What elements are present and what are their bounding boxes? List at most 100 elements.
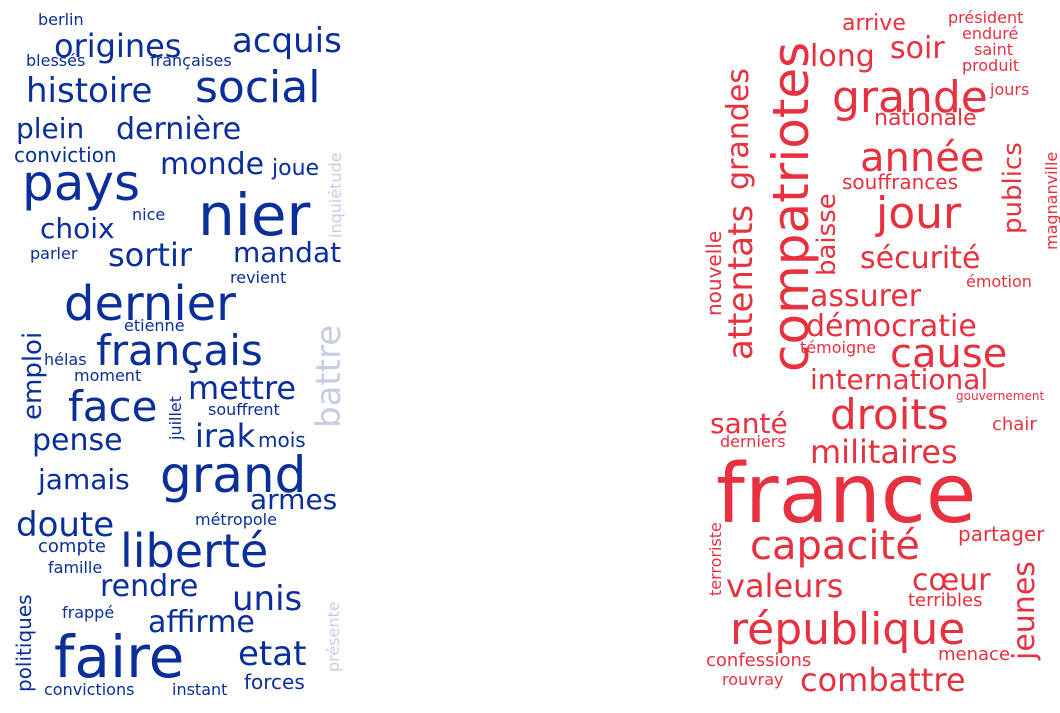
word-saint: saint <box>974 40 1013 59</box>
word-blesses: blessés <box>26 51 86 70</box>
word-social: social <box>195 62 321 113</box>
word-magnanville: magnanville <box>1042 151 1060 250</box>
word-grandes: grandes <box>721 68 756 190</box>
word-endure: enduré <box>962 24 1019 43</box>
word-parler: parler <box>30 244 78 263</box>
word-metropole: métropole <box>195 510 277 529</box>
word-francaises: françaises <box>150 51 232 70</box>
word-droits: droits <box>830 390 949 439</box>
word-rouvray: rouvray <box>722 670 784 689</box>
word-publics: publics <box>998 142 1028 234</box>
word-democratie: démocratie <box>806 309 977 344</box>
word-partager: partager <box>958 522 1045 546</box>
word-coeur: cœur <box>912 563 991 598</box>
word-derniers: derniers <box>720 432 786 451</box>
word-rendre: rendre <box>100 569 199 604</box>
word-helas: hélas <box>44 350 87 369</box>
word-jour: jour <box>876 188 962 239</box>
word-liberte: liberté <box>120 524 269 578</box>
word-attentats: attentats <box>721 204 761 360</box>
word-long: long <box>810 39 875 74</box>
word-temoigne: témoigne <box>800 338 877 357</box>
word-grande: grande <box>832 72 988 123</box>
word-affirme: affirme <box>148 605 255 640</box>
word-terroriste: terroriste <box>706 522 725 596</box>
word-choix: choix <box>40 212 115 245</box>
word-origines: origines <box>54 27 182 65</box>
word-soir: soir <box>890 31 945 66</box>
left-word-cloud: berlin origines acquis blessés française… <box>12 10 349 699</box>
word-irak: irak <box>195 417 256 455</box>
word-armes: armes <box>250 483 338 516</box>
word-moment: moment <box>74 366 142 385</box>
word-confessions: confessions <box>706 650 812 671</box>
word-politiques: politiques <box>12 594 36 692</box>
word-conviction: conviction <box>14 143 117 167</box>
word-doute: doute <box>16 505 115 545</box>
word-gouvernement: gouvernement <box>956 389 1045 403</box>
word-mois: mois <box>258 428 306 452</box>
word-souffrent: souffrent <box>208 400 280 419</box>
word-arrive: arrive <box>842 11 906 36</box>
word-nice: nice <box>132 205 166 224</box>
word-menace: menace <box>938 644 1011 665</box>
word-compte: compte <box>38 536 107 557</box>
word-faire: faire <box>54 623 185 691</box>
word-jours: jours <box>990 80 1030 99</box>
word-combattre: combattre <box>800 661 966 699</box>
word-acquis: acquis <box>232 21 342 61</box>
word-pense: pense <box>32 423 123 458</box>
word-plein: plein <box>16 112 85 145</box>
word-face: face <box>68 382 158 431</box>
word-nier: nier <box>198 181 311 249</box>
word-baisse: baisse <box>812 193 842 276</box>
word-sante: santé <box>710 407 788 440</box>
word-souffrances: souffrances <box>842 170 958 194</box>
word-jamais: jamais <box>38 463 130 496</box>
word-francais: français <box>96 326 263 375</box>
word-battre: battre <box>309 324 349 428</box>
word-produit: produit <box>962 56 1020 75</box>
word-emploi: emploi <box>18 331 48 420</box>
word-cause: cause <box>890 331 1008 377</box>
word-inquietude: inquiétude <box>326 152 345 238</box>
word-etat: etat <box>238 634 307 674</box>
word-france: france <box>716 447 977 542</box>
word-instant: instant <box>172 680 228 699</box>
word-valeurs: valeurs <box>726 567 844 605</box>
word-histoire: histoire <box>26 71 153 111</box>
word-presente: présente <box>324 601 343 672</box>
word-etienne: etienne <box>124 316 185 335</box>
word-pays: pays <box>22 154 141 212</box>
word-emotion: émotion <box>966 272 1032 291</box>
word-president: président <box>948 8 1024 27</box>
word-grand: grand <box>160 446 307 504</box>
word-derniere: dernière <box>116 112 242 147</box>
word-annee: année <box>860 135 985 181</box>
word-nationale: nationale <box>874 106 977 131</box>
word-monde: monde <box>160 147 265 182</box>
word-frappe: frappé <box>62 603 115 622</box>
word-capacite: capacité <box>750 523 920 569</box>
word-jeunes: jeunes <box>1007 561 1042 660</box>
word-militaires: militaires <box>810 433 958 471</box>
word-mandat: mandat <box>233 236 342 269</box>
word-joue: joue <box>272 156 320 181</box>
word-berlin: berlin <box>38 10 84 29</box>
word-mettre: mettre <box>188 369 297 407</box>
right-word-cloud: arrive président enduré saint produit co… <box>530 0 1060 713</box>
word-chair: chair <box>992 414 1037 435</box>
word-securite: sécurité <box>860 241 981 276</box>
word-forces: forces <box>244 670 305 694</box>
word-famille: famille <box>48 558 103 577</box>
word-international: international <box>810 363 989 396</box>
word-terribles: terribles <box>908 590 983 611</box>
word-sortir: sortir <box>108 236 192 274</box>
word-dernier: dernier <box>64 276 236 332</box>
word-republique: république <box>730 604 966 655</box>
word-assurer: assurer <box>810 279 922 314</box>
word-convictions: convictions <box>44 680 135 699</box>
word-unis: unis <box>232 579 303 619</box>
word-revient: revient <box>230 268 287 287</box>
